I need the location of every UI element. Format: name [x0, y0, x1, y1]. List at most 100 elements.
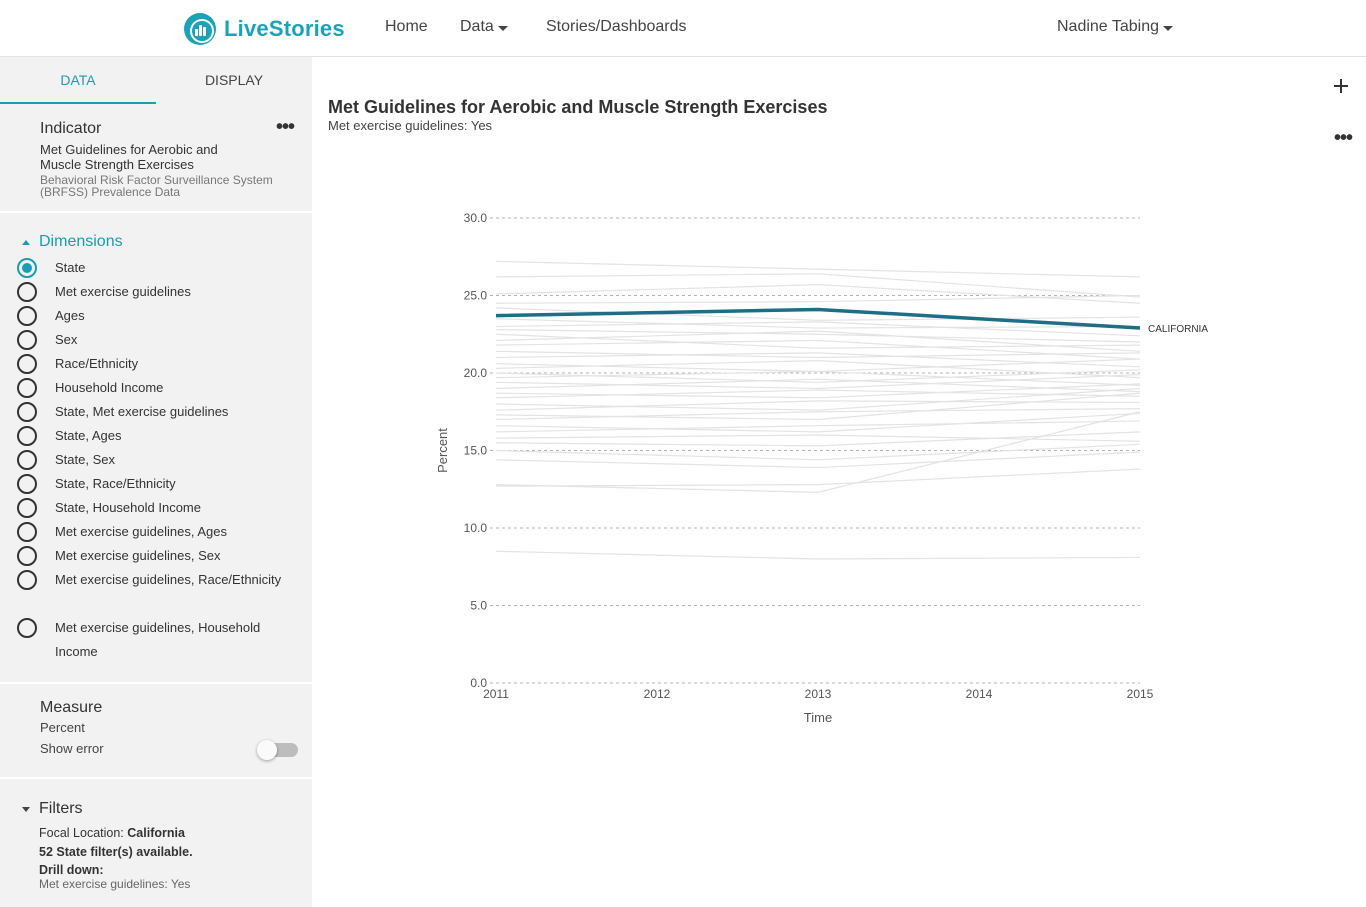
- dimension-option[interactable]: State, Household Income: [17, 498, 285, 520]
- background-series-line: [495, 420, 1141, 433]
- nav-data-label: Data: [460, 18, 494, 35]
- dimension-option[interactable]: Household Income: [17, 378, 285, 400]
- indicator-source: Behavioral Risk Factor Surveillance Syst…: [40, 173, 273, 199]
- background-series-line: [495, 260, 1141, 278]
- background-series-line: [495, 443, 1141, 461]
- dimension-option[interactable]: State, Met exercise guidelines: [17, 402, 285, 424]
- dimensions-section: Dimensions State Met exercise guidelines A…: [0, 213, 312, 684]
- drill-down-value: Met exercise guidelines: Yes: [39, 877, 191, 891]
- dimension-label: State, Household Income: [55, 500, 201, 515]
- radio-unchecked-icon[interactable]: [17, 570, 37, 590]
- dimension-option[interactable]: Met exercise guidelines, Household Incom…: [17, 618, 285, 664]
- focal-location: Focal Location: California: [39, 826, 185, 840]
- background-series-line: [495, 451, 1141, 469]
- radio-unchecked-icon[interactable]: [17, 378, 37, 398]
- add-icon[interactable]: [1334, 79, 1348, 93]
- filters-toggle[interactable]: Filters: [22, 800, 83, 818]
- dimension-option[interactable]: State, Ages: [17, 426, 285, 448]
- measure-section: Measure Percent Show error: [0, 684, 312, 779]
- radio-unchecked-icon[interactable]: [17, 426, 37, 446]
- dimension-option[interactable]: Ages: [17, 306, 285, 328]
- dimension-option[interactable]: State: [17, 258, 285, 280]
- focal-series-line: [495, 307, 1141, 330]
- measure-title: Measure: [40, 699, 103, 716]
- background-series-line: [495, 431, 1141, 447]
- dimensions-toggle[interactable]: Dimensions: [22, 233, 123, 251]
- background-series-line: [495, 329, 1141, 343]
- dimension-label: State: [55, 260, 86, 275]
- filters-section: Filters Focal Location: California 52 St…: [0, 779, 312, 907]
- radio-unchecked-icon[interactable]: [17, 450, 37, 470]
- chart-panel: Met Guidelines for Aerobic and Muscle St…: [312, 57, 1366, 905]
- dimension-label: Met exercise guidelines, Household Incom…: [55, 620, 261, 659]
- radio-unchecked-icon[interactable]: [17, 546, 37, 566]
- nav-data[interactable]: Data: [460, 18, 508, 36]
- background-series-line: [495, 273, 1141, 298]
- dimension-label: State, Race/Ethnicity: [55, 476, 176, 491]
- radio-unchecked-icon[interactable]: [17, 522, 37, 542]
- dimension-option[interactable]: Met exercise guidelines, Ages: [17, 522, 285, 544]
- dimension-label: Sex: [55, 332, 78, 347]
- dimension-label: Ages: [55, 308, 85, 323]
- dimension-option[interactable]: Race/Ethnicity: [17, 354, 285, 376]
- background-series-line: [495, 378, 1141, 393]
- radio-unchecked-icon[interactable]: [17, 402, 37, 422]
- more-options-icon[interactable]: •••: [276, 116, 295, 138]
- background-series-line: [495, 468, 1141, 487]
- focal-location-value: California: [127, 826, 185, 840]
- radio-checked-icon[interactable]: [17, 258, 37, 278]
- x-tick-label: 2011: [483, 687, 509, 701]
- nav-stories-label: Stories/Dashboards: [546, 18, 687, 35]
- background-series-line: [495, 359, 1141, 379]
- radio-unchecked-icon[interactable]: [17, 618, 37, 638]
- focal-location-label: Focal Location:: [39, 826, 124, 840]
- drill-down-label: Drill down:: [39, 863, 104, 877]
- radio-unchecked-icon[interactable]: [17, 306, 37, 326]
- user-menu[interactable]: Nadine Tabing: [1057, 18, 1174, 36]
- dimension-label: Met exercise guidelines: [55, 284, 191, 299]
- chart-axes: 0.0 5.0 10.0 15.0 20.0 25.0 30.0 2011 2012 2013 20…: [435, 211, 1154, 725]
- radio-unchecked-icon[interactable]: [17, 498, 37, 518]
- radio-unchecked-icon[interactable]: [17, 330, 37, 350]
- x-axis-label: Time: [804, 710, 832, 725]
- nav-stories[interactable]: Stories/Dashboards: [546, 18, 687, 36]
- dimension-option[interactable]: Met exercise guidelines, Sex: [17, 546, 285, 568]
- radio-unchecked-icon[interactable]: [17, 354, 37, 374]
- y-tick-label: 25.0: [464, 289, 488, 303]
- nav-home[interactable]: Home: [385, 18, 428, 36]
- dimension-option[interactable]: Met exercise guidelines, Race/Ethnicity: [17, 570, 285, 592]
- show-error-toggle[interactable]: [257, 740, 298, 760]
- dimension-option[interactable]: Met exercise guidelines: [17, 282, 285, 304]
- background-series-line: [495, 321, 1141, 337]
- dimension-option[interactable]: State, Sex: [17, 450, 285, 472]
- background-series-line: [495, 408, 1141, 421]
- tab-data[interactable]: DATA: [60, 72, 96, 88]
- dimension-label: Household Income: [55, 380, 164, 395]
- background-series-line: [495, 350, 1141, 359]
- top-nav: LiveStories Home Data Stories/Dashboards…: [0, 0, 1366, 57]
- background-series-line: [495, 387, 1141, 411]
- livestories-logo-icon: [184, 12, 216, 45]
- toggle-knob: [257, 740, 277, 760]
- sidebar-tabs: DATA DISPLAY: [0, 57, 312, 104]
- chart-title: Met Guidelines for Aerobic and Muscle St…: [328, 97, 828, 117]
- dimension-label: State, Met exercise guidelines: [55, 404, 229, 419]
- tab-display[interactable]: DISPLAY: [204, 72, 264, 88]
- radio-unchecked-icon[interactable]: [17, 282, 37, 302]
- dimension-option[interactable]: Sex: [17, 330, 285, 352]
- expand-arrow-icon: [22, 806, 30, 812]
- dimension-label: State, Sex: [55, 452, 115, 467]
- dimensions-title: Dimensions: [39, 233, 123, 250]
- y-tick-label: 10.0: [464, 521, 488, 535]
- brand-logo[interactable]: LiveStories: [184, 12, 345, 45]
- indicator-name: Met Guidelines for Aerobic and Muscle St…: [40, 142, 218, 172]
- background-series-line: [495, 330, 1141, 352]
- filters-available[interactable]: 52 State filter(s) available.: [39, 845, 193, 859]
- background-series-line: [495, 284, 1141, 304]
- y-tick-label: 5.0: [470, 599, 487, 613]
- chevron-down-icon: [497, 25, 508, 31]
- radio-unchecked-icon[interactable]: [17, 474, 37, 494]
- background-series-line: [495, 294, 1141, 304]
- dimension-option[interactable]: State, Race/Ethnicity: [17, 474, 285, 496]
- x-tick-label: 2014: [966, 687, 993, 701]
